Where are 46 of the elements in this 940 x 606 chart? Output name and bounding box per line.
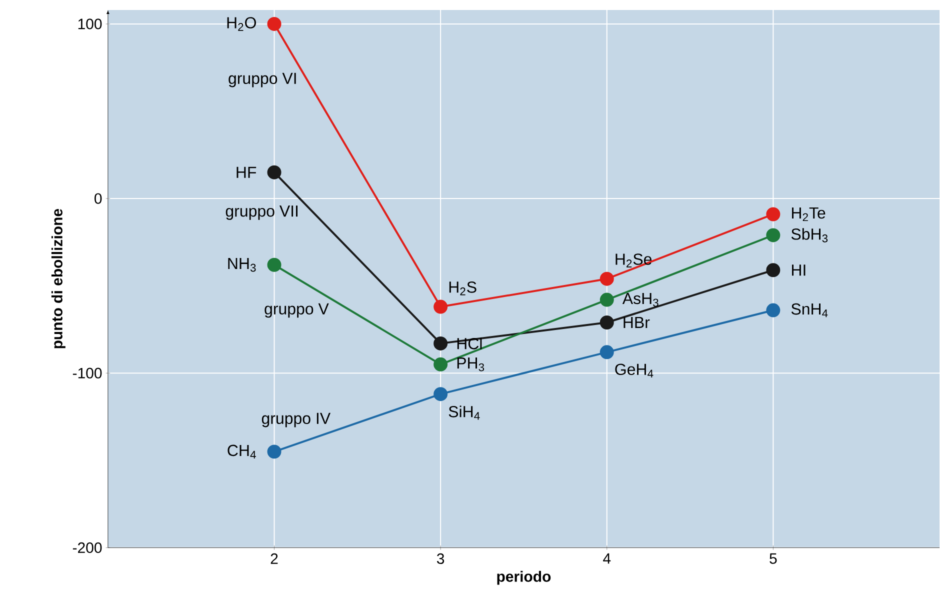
point xyxy=(434,336,448,351)
annotation: AsH$_{3}$ xyxy=(622,293,658,307)
annotation: NH$_{3}$ xyxy=(228,258,256,272)
point xyxy=(434,300,448,314)
annotation: gruppo VII xyxy=(226,206,298,220)
annotation: gruppo V xyxy=(264,303,329,318)
point xyxy=(766,303,780,318)
annotation: SnH$_{4}$ xyxy=(791,304,828,318)
annotation: H$_{2}$O xyxy=(227,17,256,31)
annotation: H$_{2}$Te xyxy=(792,208,826,222)
x-axis-title: periodo xyxy=(497,571,551,585)
annotation: gruppo IV xyxy=(262,413,331,428)
point xyxy=(766,228,780,242)
annotation: gruppo VI xyxy=(228,73,296,88)
point xyxy=(267,258,282,272)
point xyxy=(766,207,780,222)
point xyxy=(600,316,614,330)
annotation: HCl xyxy=(457,338,482,350)
point xyxy=(600,345,614,360)
x-tick-label: 5 xyxy=(770,554,777,564)
x-tick-label: 2 xyxy=(270,554,278,564)
point xyxy=(267,444,282,459)
annotation: HF xyxy=(236,167,256,178)
point xyxy=(434,387,448,402)
annotation: HBr xyxy=(624,317,650,328)
annotation: H$_{2}$Se xyxy=(616,254,652,268)
y-tick-label: 100 xyxy=(78,18,102,30)
point xyxy=(766,263,780,278)
x-tick-label: 3 xyxy=(436,554,444,564)
y-axis-title: punto di ebollizione xyxy=(51,209,66,348)
annotation: H$_{2}$S xyxy=(449,282,476,296)
annotation: GeH$_{4}$ xyxy=(615,364,654,378)
x-tick-label: 4 xyxy=(603,554,611,564)
y-tick-label: -100 xyxy=(72,368,102,379)
point xyxy=(600,292,614,307)
point xyxy=(434,358,448,372)
y-tick-label: -200 xyxy=(72,542,102,554)
y-tick-label: 0 xyxy=(94,193,102,204)
point xyxy=(600,272,614,286)
annotation: HI xyxy=(792,264,806,276)
point xyxy=(267,17,282,32)
annotation: CH$_{4}$ xyxy=(228,444,256,459)
annotation: SiH$_{4}$ xyxy=(448,406,480,420)
annotation: PH$_{3}$ xyxy=(457,358,484,372)
annotation: SbH$_{3}$ xyxy=(791,228,828,243)
point xyxy=(267,166,282,180)
